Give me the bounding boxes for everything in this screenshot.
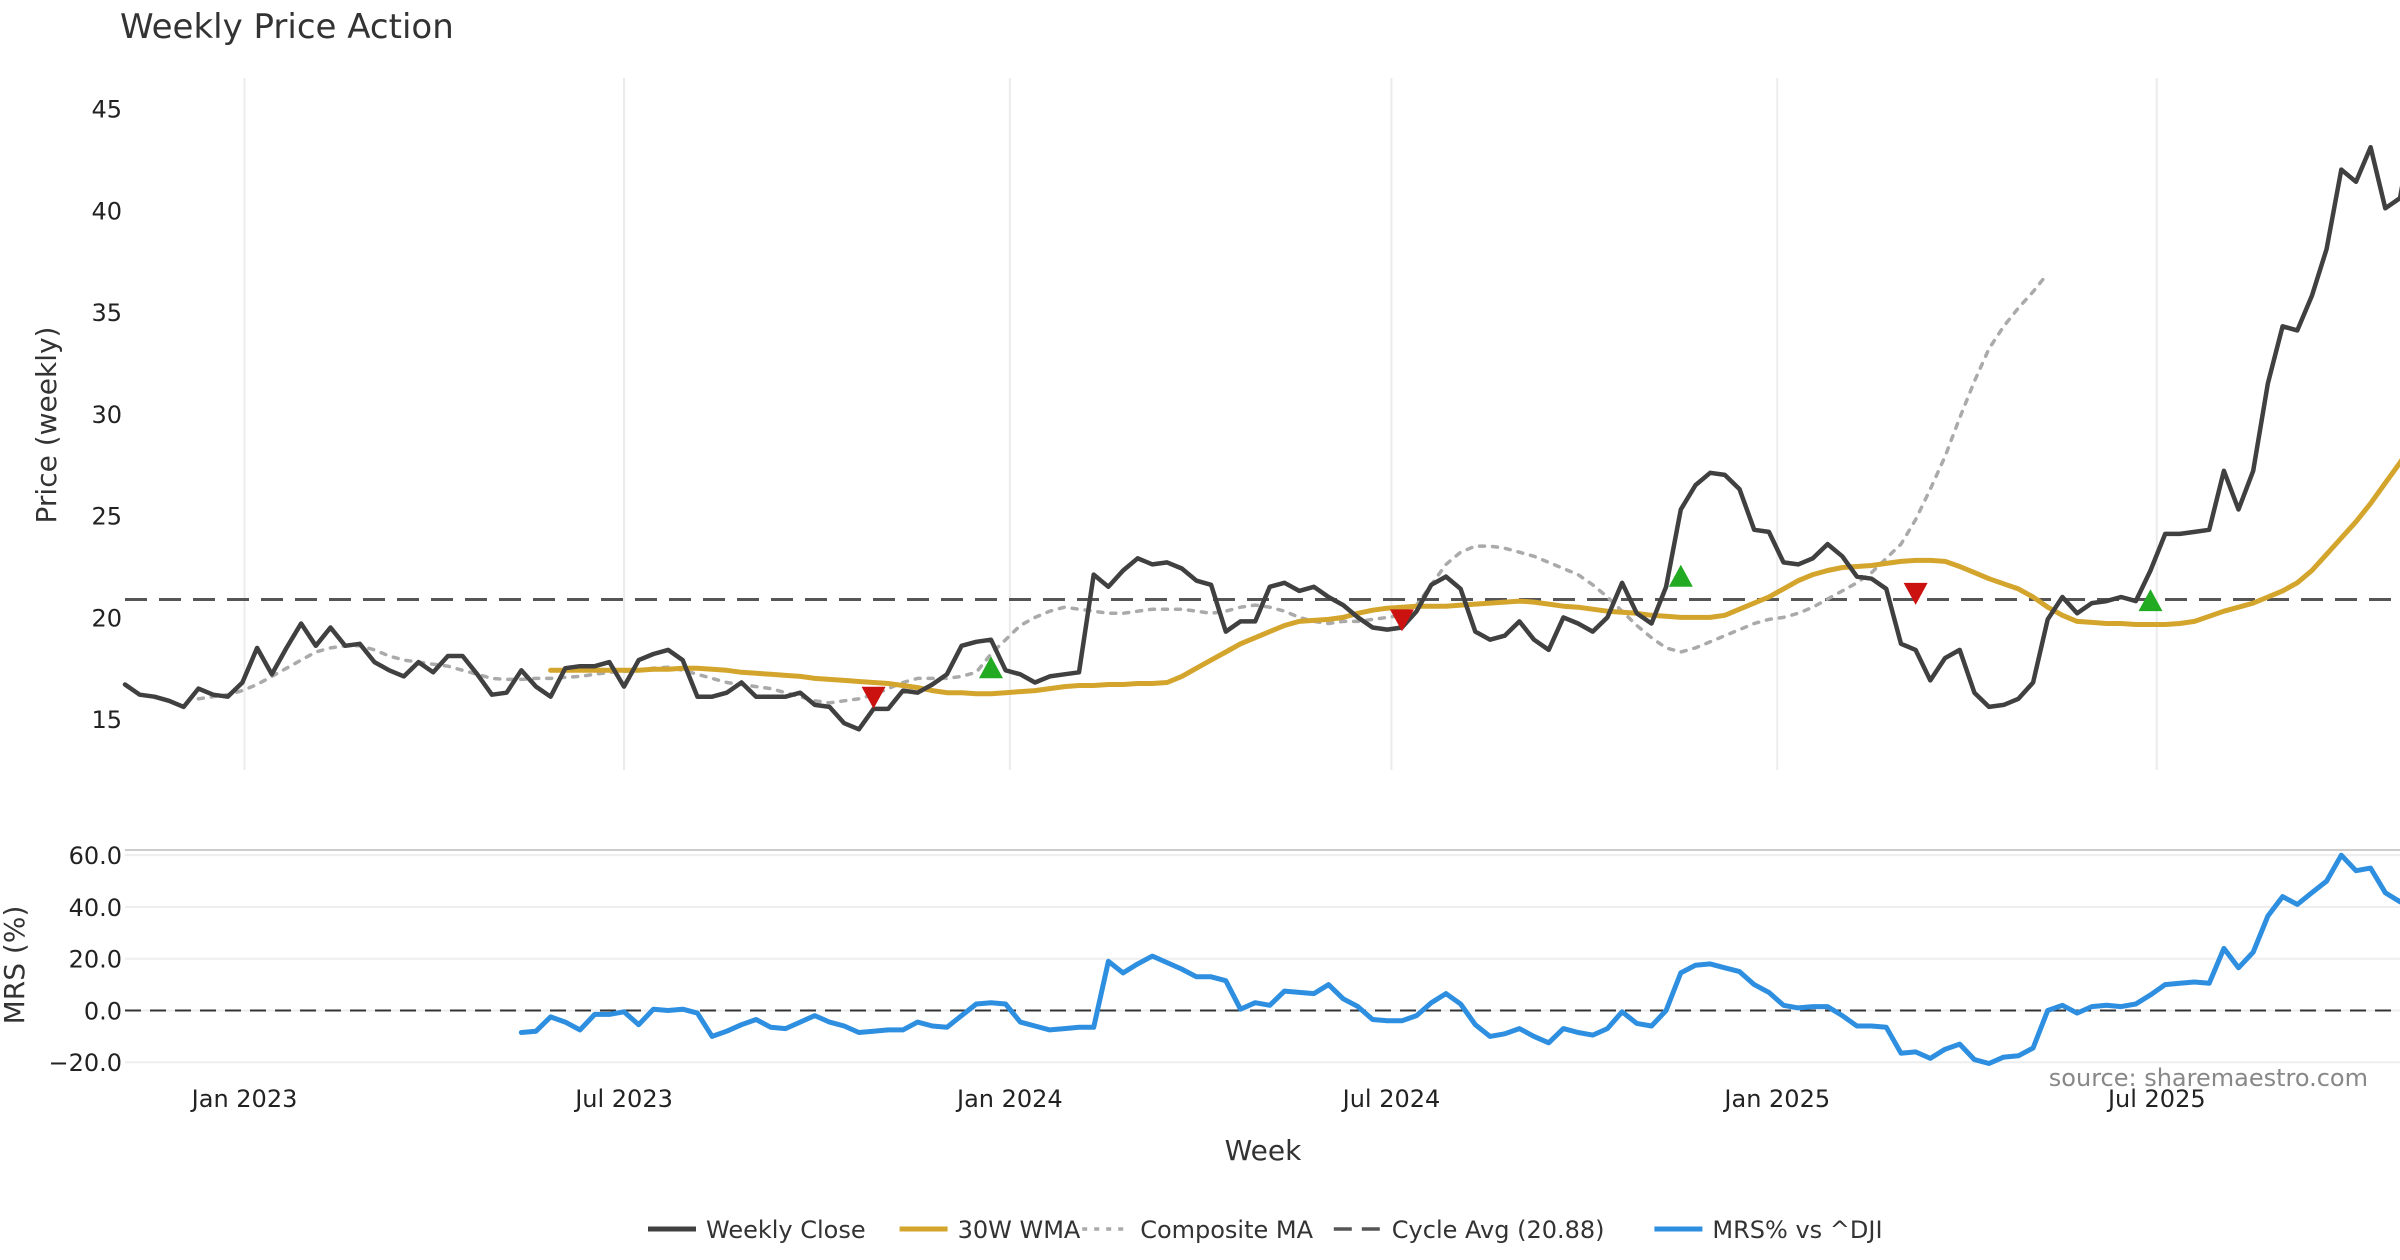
series-composite-ma — [196, 271, 2050, 705]
legend-item-weekly-close: Weekly Close — [648, 1216, 866, 1244]
price-y-tick-40: 40 — [91, 197, 122, 225]
mrs-panel-gridlines — [125, 854, 2400, 1064]
signal-sell-0 — [861, 686, 886, 709]
mrs-y-tick-4: −20.0 — [48, 1049, 122, 1077]
mrs-y-tick-2: 20.0 — [69, 946, 122, 974]
signal-buy-3 — [1668, 564, 1693, 587]
legend-item-composite-ma: Composite MA — [1082, 1216, 1314, 1244]
legend-item-30w-wma: 30W WMA — [899, 1216, 1081, 1244]
series-30w-wma — [548, 458, 2400, 697]
signal-buy-1 — [978, 656, 1003, 679]
legend-item-mrs-vs-dji: MRS% vs ^DJI — [1654, 1216, 1883, 1244]
source-label: source: sharemaestro.com — [2049, 1064, 2368, 1092]
price-y-tick-labels: 15 20 25 30 35 40 45 — [91, 96, 122, 735]
legend-label-30w-wma: 30W WMA — [958, 1216, 1081, 1244]
x-tick-jul-2024: Jul 2024 — [1341, 1085, 1441, 1113]
mrs-y-tick-1: 40.0 — [69, 894, 122, 922]
price-y-tick-35: 35 — [91, 299, 122, 327]
legend-label-mrs-vs-dji: MRS% vs ^DJI — [1712, 1216, 1882, 1244]
x-tick-labels: Jan 2023 Jul 2023 Jan 2024 Jul 2024 Jan 2025… — [190, 1085, 2206, 1113]
x-axis-label: Week — [1225, 1134, 1302, 1167]
mrs-y-axis-label: MRS (%) — [0, 906, 31, 1025]
chart-title: Weekly Price Action — [120, 7, 454, 47]
price-y-tick-45: 45 — [91, 96, 122, 124]
mrs-series-lines — [518, 852, 2400, 1066]
signal-sell-4 — [1903, 582, 1928, 605]
price-y-tick-15: 15 — [91, 706, 122, 734]
signal-sell-2 — [1389, 609, 1414, 632]
price-y-tick-30: 30 — [91, 401, 122, 429]
legend: Weekly Close 30W WMA Composite MA Cycle Avg… — [648, 1216, 1883, 1244]
mrs-y-tick-labels: 60.0 40.0 20.0 0.0 −20.0 — [48, 842, 122, 1077]
x-tick-jan-2025: Jan 2025 — [1722, 1085, 1830, 1113]
series-weekly-close — [122, 144, 2400, 732]
price-y-tick-20: 20 — [91, 604, 122, 632]
mrs-y-tick-3: 0.0 — [84, 997, 122, 1025]
legend-label-cycle-avg-20-88: Cycle Avg (20.88) — [1392, 1216, 1605, 1244]
legend-item-cycle-avg-20-88: Cycle Avg (20.88) — [1333, 1216, 1605, 1244]
price-panel-gridlines — [243, 78, 2158, 770]
price-y-tick-25: 25 — [91, 503, 122, 531]
price-series-lines — [122, 144, 2400, 732]
series-mrs-vs-dji — [518, 852, 2400, 1066]
x-tick-jan-2024: Jan 2024 — [955, 1085, 1063, 1113]
legend-label-composite-ma: Composite MA — [1140, 1216, 1313, 1244]
price-y-axis-label: Price (weekly) — [30, 327, 63, 524]
signal-buy-5 — [2138, 589, 2163, 612]
x-tick-jul-2023: Jul 2023 — [573, 1085, 673, 1113]
x-tick-jul-2025: Jul 2025 — [2106, 1085, 2206, 1113]
signal-markers — [861, 564, 2163, 709]
x-tick-jan-2023: Jan 2023 — [190, 1085, 298, 1113]
legend-label-weekly-close: Weekly Close — [706, 1216, 866, 1244]
mrs-y-tick-0: 60.0 — [69, 842, 122, 870]
